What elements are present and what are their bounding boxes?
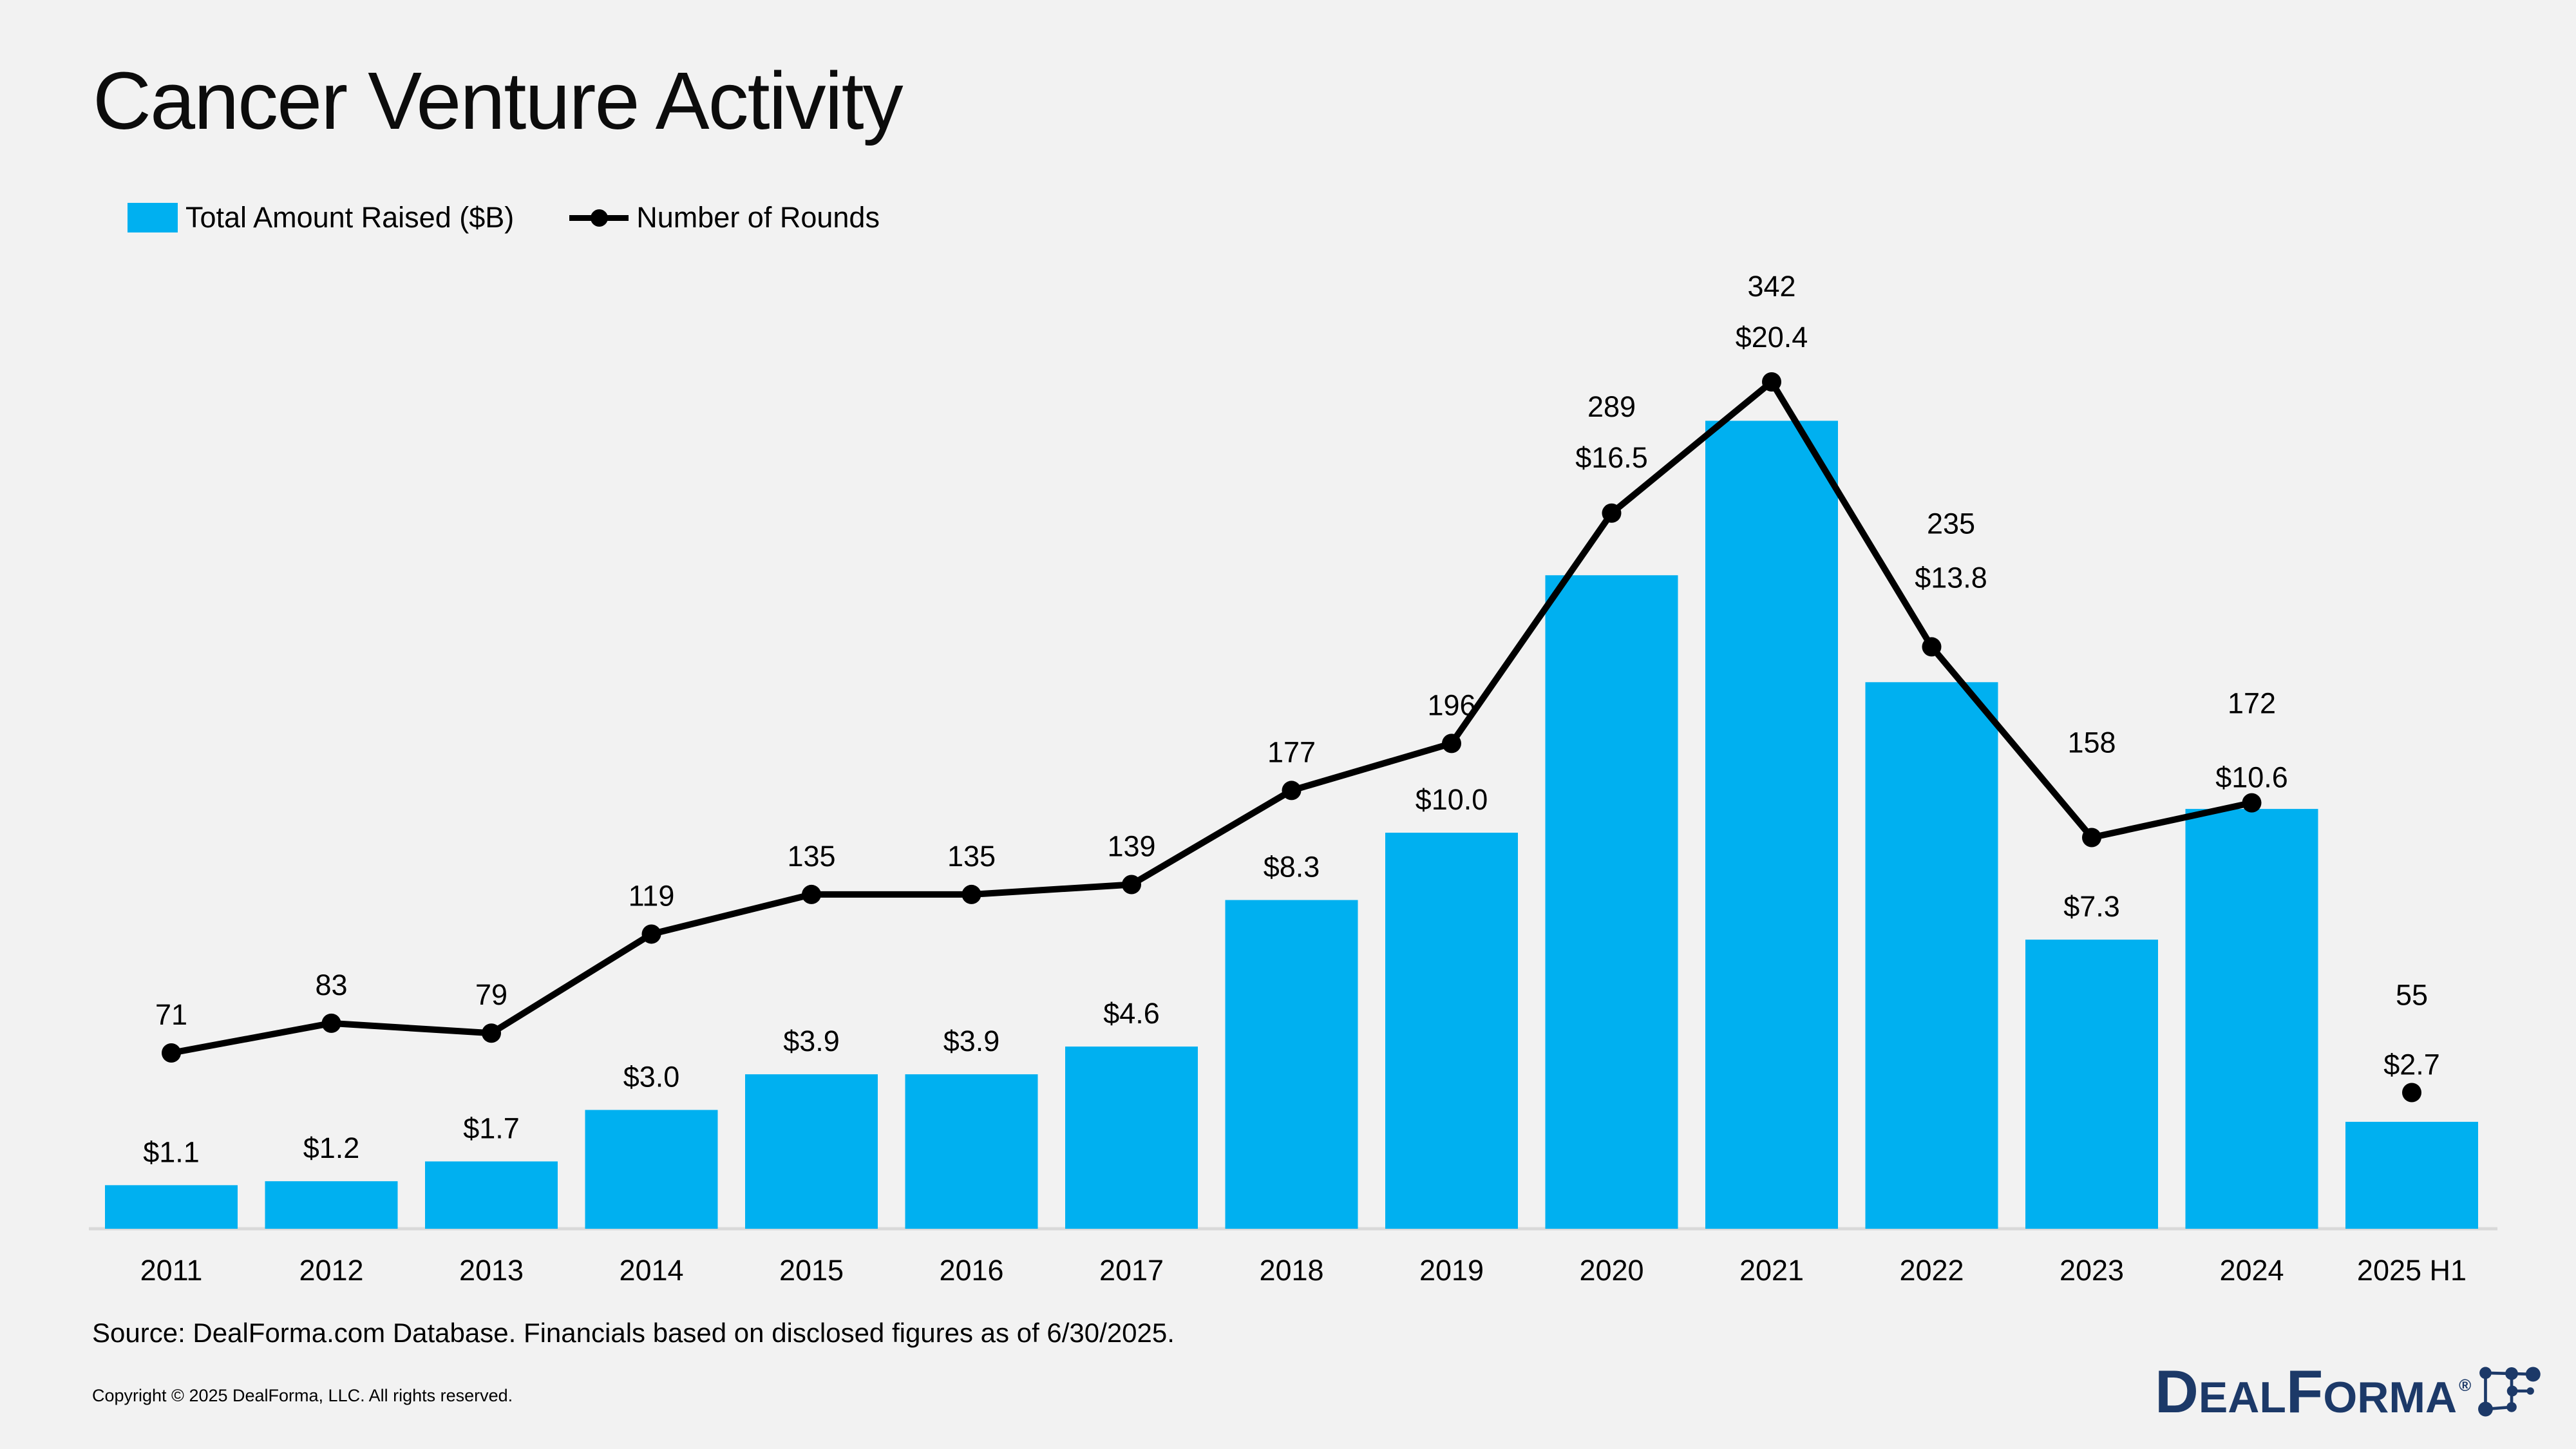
bar-2018: [1225, 900, 1358, 1229]
x-axis-label-2022: 2022: [1899, 1254, 1964, 1287]
rounds-label: 135: [947, 840, 996, 873]
rounds-label: 177: [1267, 735, 1316, 768]
bar-2019: [1385, 833, 1518, 1229]
amount-label: $4.6: [1103, 997, 1160, 1030]
rounds-line: [171, 377, 2253, 1056]
rounds-point: [162, 1043, 181, 1063]
legend-line-label: Number of Rounds: [636, 201, 880, 234]
page-title: Cancer Venture Activity: [93, 55, 904, 146]
bar-2012: [265, 1181, 398, 1229]
rounds-label: 235: [1927, 507, 1975, 540]
rounds-label: 119: [629, 879, 675, 912]
dealforma-logo: D EAL F ORMA ®: [2155, 1358, 2544, 1425]
x-axis-label-2011: 2011: [140, 1254, 203, 1287]
amount-label: $1.7: [463, 1112, 520, 1144]
x-axis-label-2024: 2024: [2219, 1254, 2284, 1287]
amount-label: $10.0: [1416, 783, 1488, 816]
amount-label: $16.5: [1575, 441, 1648, 474]
rounds-point: [961, 884, 981, 904]
rounds-point: [321, 1013, 341, 1033]
logo-wordmark: D EAL F ORMA: [2155, 1358, 2458, 1425]
x-axis-label-2017: 2017: [1099, 1254, 1164, 1287]
x-axis-label-2023: 2023: [2060, 1254, 2124, 1287]
x-axis-label-2015: 2015: [779, 1254, 844, 1287]
x-axis-label-2025-h1: 2025 H1: [2357, 1254, 2467, 1287]
rounds-label: 289: [1587, 390, 1636, 423]
rounds-label: 139: [1107, 830, 1155, 863]
logo-letters-small: ORMA: [2323, 1373, 2458, 1422]
rounds-point: [482, 1023, 501, 1043]
rounds-label: 135: [787, 840, 835, 873]
amount-label: $10.6: [2215, 761, 2288, 794]
bar-2024: [2185, 809, 2318, 1229]
bar-2013: [425, 1161, 558, 1229]
x-axis-label-2016: 2016: [939, 1254, 1003, 1287]
bar-2011: [105, 1185, 238, 1229]
rounds-point: [1122, 875, 1141, 895]
bar-2014: [585, 1110, 718, 1229]
amount-label: $8.3: [1264, 851, 1320, 884]
rounds-point: [1762, 372, 1781, 392]
legend-bar-swatch: [128, 203, 178, 232]
bar-2021: [1705, 421, 1838, 1229]
rounds-label: 196: [1427, 688, 1475, 721]
logo-letter-large: D: [2155, 1358, 2199, 1425]
amount-label: $1.2: [303, 1132, 360, 1164]
bar-2020: [1545, 575, 1678, 1229]
x-axis-label-2018: 2018: [1259, 1254, 1323, 1287]
bar-2025-h1: [2345, 1121, 2478, 1229]
x-axis-label-2021: 2021: [1739, 1254, 1804, 1287]
bar-2022: [1865, 682, 1998, 1229]
rounds-label: 158: [2067, 726, 2116, 759]
rounds-label: 83: [315, 969, 347, 1001]
source-note: Source: DealForma.com Database. Financia…: [92, 1318, 1175, 1348]
x-axis-label-2020: 2020: [1579, 1254, 1643, 1287]
bar-2015: [745, 1074, 878, 1229]
rounds-point: [1602, 503, 1622, 523]
legend-line-dot: [591, 209, 609, 227]
registered-trademark-symbol: ®: [2459, 1376, 2472, 1395]
amount-label: $1.1: [143, 1135, 200, 1168]
logo-network-icon: [2478, 1367, 2541, 1417]
rounds-label: 172: [2228, 687, 2276, 720]
rounds-point: [1922, 637, 1942, 657]
legend-bar-label: Total Amount Raised ($B): [185, 201, 515, 234]
logo-letter-large: F: [2286, 1358, 2324, 1425]
legend-line-marker-icon: [569, 203, 629, 232]
x-axis-label-2014: 2014: [619, 1254, 683, 1287]
amount-label: $3.0: [623, 1061, 680, 1094]
bar-2016: [905, 1074, 1038, 1229]
amount-label: $7.3: [2063, 890, 2120, 923]
bar-2017: [1065, 1046, 1198, 1229]
amount-label: $2.7: [2383, 1048, 2440, 1081]
amount-label: $3.9: [783, 1025, 840, 1057]
rounds-point: [2082, 828, 2101, 848]
rounds-label: 55: [2396, 979, 2428, 1012]
amount-label: $20.4: [1736, 321, 1808, 354]
rounds-point: [2242, 793, 2262, 813]
copyright-note: Copyright © 2025 DealForma, LLC. All rig…: [92, 1386, 513, 1405]
amount-label: $13.8: [1915, 561, 1987, 594]
rounds-label: 71: [155, 998, 187, 1031]
x-axis-label-2012: 2012: [299, 1254, 363, 1287]
rounds-point-isolated: [2402, 1083, 2421, 1103]
bar-2023: [2025, 940, 2158, 1229]
rounds-point: [641, 924, 661, 944]
rounds-point: [802, 884, 821, 904]
rounds-label: 79: [475, 978, 507, 1011]
rounds-point: [1442, 734, 1461, 753]
x-axis-label-2013: 2013: [459, 1254, 524, 1287]
chart-legend: Total Amount Raised ($B) Number of Round…: [128, 201, 880, 234]
logo-network-nodes: [2478, 1367, 2541, 1417]
logo-letters-small: EAL: [2198, 1373, 2286, 1422]
rounds-label: 342: [1747, 270, 1795, 303]
x-axis-label-2019: 2019: [1419, 1254, 1484, 1287]
amount-label: $3.9: [943, 1025, 1000, 1057]
rounds-point: [1282, 781, 1302, 800]
